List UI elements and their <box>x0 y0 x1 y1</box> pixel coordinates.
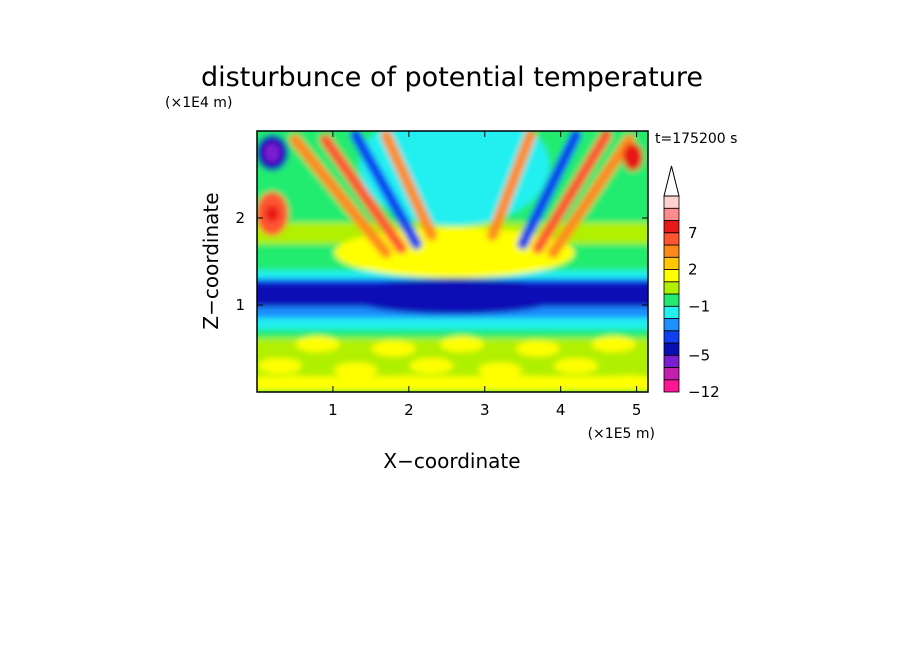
plot-area <box>257 131 648 392</box>
colorbar-swatch <box>663 207 680 221</box>
x-axis-ticks: 1 2 3 4 5 <box>328 131 641 419</box>
y-axis-ticks: 12 <box>235 209 648 314</box>
colorbar-swatch <box>663 244 680 258</box>
x-tick-label: 3 <box>480 401 490 419</box>
colorbar-swatch <box>663 367 680 381</box>
colorbar-tick-label: −1 <box>688 297 710 315</box>
colorbar-tick-label: −12 <box>688 383 720 401</box>
colorbar-tick-label: −5 <box>688 346 710 364</box>
x-tick-label: 5 <box>632 401 642 419</box>
y-tick-label: 2 <box>235 209 245 227</box>
colorbar-swatch <box>663 220 680 234</box>
x-tick-label: 1 <box>328 401 338 419</box>
colorbar-swatch <box>663 281 680 295</box>
colorbar-tick-label: 7 <box>688 224 698 242</box>
colorbar-swatch <box>663 354 680 368</box>
colorbar-swatch <box>663 305 680 319</box>
colorbar-extend-arrow <box>663 165 680 197</box>
y-axis-label: Z−coordinate <box>199 192 223 329</box>
x-tick-label: 4 <box>556 401 566 419</box>
colorbar-swatch <box>663 330 680 344</box>
colorbar-swatch <box>663 318 680 332</box>
colorbar: −12−5−127 <box>663 165 720 401</box>
colorbar-swatch <box>663 256 680 270</box>
time-label: t=175200 s <box>655 131 737 147</box>
y-tick-label: 1 <box>235 296 245 314</box>
y-axis-unit: (×1E4 m) <box>165 95 232 111</box>
colorbar-tick-label: 2 <box>688 261 698 279</box>
colorbar-swatch <box>663 269 680 283</box>
x-tick-label: 2 <box>404 401 414 419</box>
plot-frame <box>256 130 649 393</box>
x-axis-label: X−coordinate <box>383 449 520 473</box>
colorbar-swatch <box>663 232 680 246</box>
colorbar-swatch <box>663 195 680 209</box>
chart-title: disturbunce of potential temperature <box>201 62 703 93</box>
colorbar-swatch <box>663 342 680 356</box>
colorbar-swatch <box>663 379 680 393</box>
colorbar-swatch <box>663 293 680 307</box>
x-axis-unit: (×1E5 m) <box>588 426 655 442</box>
